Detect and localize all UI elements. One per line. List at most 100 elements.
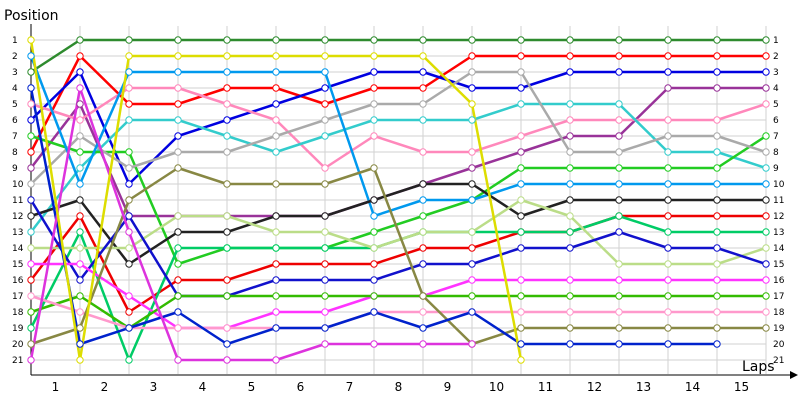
series-point xyxy=(566,68,574,76)
series-point xyxy=(566,244,574,252)
x-tick-label: 3 xyxy=(150,380,158,394)
series-point xyxy=(223,340,231,348)
series-point xyxy=(125,244,133,252)
series-point xyxy=(468,100,476,108)
y-tick-label-left: 11 xyxy=(12,196,23,206)
series-point xyxy=(125,116,133,124)
y-tick-label-right: 16 xyxy=(773,276,785,286)
series-point xyxy=(223,180,231,188)
series-point xyxy=(419,212,427,220)
series-point xyxy=(321,340,329,348)
series-point xyxy=(321,308,329,316)
series-point xyxy=(370,212,378,220)
series-point xyxy=(27,100,35,108)
series-point xyxy=(419,244,427,252)
series-point xyxy=(223,276,231,284)
y-tick-label-left: 21 xyxy=(12,356,23,366)
series-point xyxy=(713,292,721,300)
x-tick-label: 13 xyxy=(636,380,651,394)
series-point xyxy=(664,212,672,220)
series-point xyxy=(713,52,721,60)
series-point xyxy=(566,196,574,204)
y-tick-label-left: 18 xyxy=(12,308,24,318)
y-tick-label-right: 3 xyxy=(773,68,779,78)
series-point xyxy=(615,180,623,188)
series-point xyxy=(664,340,672,348)
series-point xyxy=(566,212,574,220)
x-tick-label: 15 xyxy=(734,380,749,394)
series-point xyxy=(125,148,133,156)
series-point xyxy=(370,100,378,108)
series-point xyxy=(517,212,525,220)
series-point xyxy=(468,244,476,252)
y-tick-label-left: 15 xyxy=(12,260,23,270)
series-point xyxy=(468,68,476,76)
series-point xyxy=(517,340,525,348)
series-point xyxy=(321,52,329,60)
series-point xyxy=(321,228,329,236)
series-point xyxy=(615,52,623,60)
series-point xyxy=(713,212,721,220)
series-point xyxy=(664,308,672,316)
series-point xyxy=(762,164,770,172)
series-point xyxy=(272,84,280,92)
x-axis-arrow xyxy=(790,371,798,379)
series-point xyxy=(223,132,231,140)
series-point xyxy=(321,244,329,252)
series-point xyxy=(27,228,35,236)
series-point xyxy=(517,52,525,60)
series-point xyxy=(370,228,378,236)
series-point xyxy=(223,100,231,108)
y-tick-label-right: 20 xyxy=(773,340,785,350)
series-point xyxy=(125,164,133,172)
series-point xyxy=(370,276,378,284)
x-tick-label: 12 xyxy=(587,380,602,394)
series-point xyxy=(664,196,672,204)
series-point xyxy=(713,68,721,76)
y-tick-label-left: 12 xyxy=(12,212,23,222)
series-point xyxy=(566,180,574,188)
series-point xyxy=(272,52,280,60)
series-point xyxy=(762,36,770,44)
series-point xyxy=(468,292,476,300)
series-point xyxy=(272,260,280,268)
series-point xyxy=(27,260,35,268)
series-point xyxy=(517,180,525,188)
y-tick-label-right: 17 xyxy=(773,292,784,302)
series-point xyxy=(321,68,329,76)
series-point xyxy=(272,132,280,140)
series-point xyxy=(468,52,476,60)
series-point xyxy=(272,36,280,44)
series-point xyxy=(468,276,476,284)
series-point xyxy=(174,276,182,284)
series-point xyxy=(762,244,770,252)
series-line xyxy=(29,38,768,74)
series-point xyxy=(76,212,84,220)
series-point xyxy=(566,292,574,300)
series-point xyxy=(125,228,133,236)
series-point xyxy=(76,244,84,252)
series-point xyxy=(517,164,525,172)
series-point xyxy=(27,148,35,156)
series-point xyxy=(419,68,427,76)
y-tick-label-left: 6 xyxy=(12,116,18,126)
series-point xyxy=(272,100,280,108)
series-point xyxy=(370,308,378,316)
series-point xyxy=(27,356,35,364)
series-point xyxy=(27,180,35,188)
series-point xyxy=(174,324,182,332)
x-tick-label: 9 xyxy=(444,380,452,394)
series-point xyxy=(419,340,427,348)
series-point xyxy=(566,52,574,60)
y-tick-label-left: 3 xyxy=(12,68,18,78)
x-axis-label: Laps xyxy=(742,359,775,375)
series-point xyxy=(615,228,623,236)
series-point xyxy=(125,68,133,76)
series-point xyxy=(174,100,182,108)
series-point xyxy=(370,116,378,124)
series-line xyxy=(29,198,768,298)
series-point xyxy=(27,84,35,92)
x-tick-labels: 1 2 3 4 5 6 7 8 9 10 11 12 13 14 15 xyxy=(52,380,749,394)
series-point xyxy=(174,228,182,236)
series-point xyxy=(321,116,329,124)
